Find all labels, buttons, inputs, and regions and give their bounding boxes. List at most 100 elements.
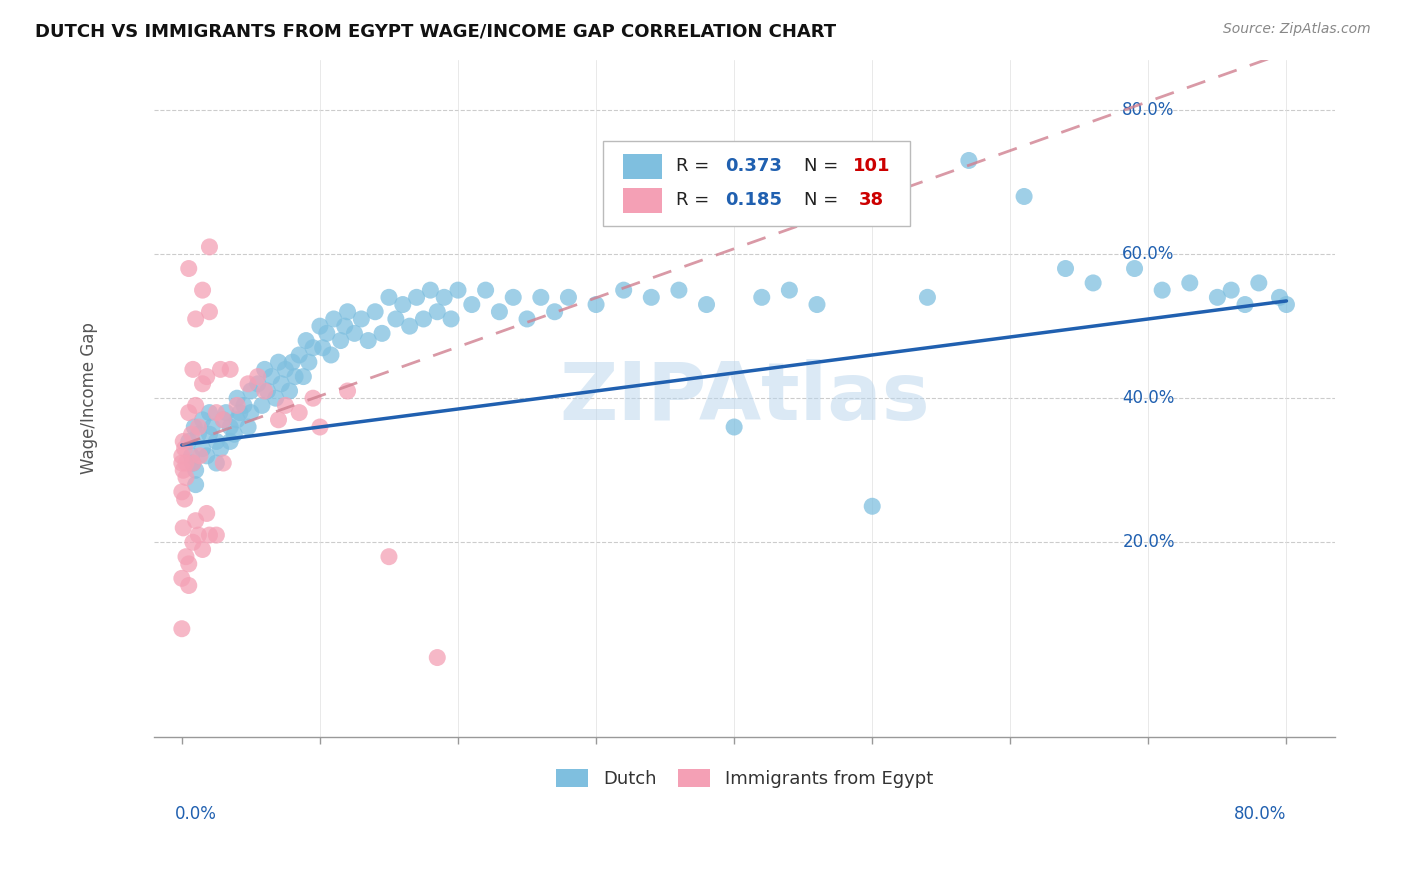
Point <box>212 413 235 427</box>
Point <box>177 261 200 276</box>
Point <box>236 376 259 391</box>
Point <box>530 290 553 304</box>
Point <box>174 549 197 564</box>
Point <box>350 312 373 326</box>
Point <box>371 326 394 341</box>
Bar <box>623 188 662 213</box>
Point <box>177 406 200 420</box>
Point <box>246 376 269 391</box>
Point <box>751 290 773 304</box>
Point <box>209 442 232 456</box>
Point <box>426 304 449 318</box>
Point <box>1081 276 1104 290</box>
Point <box>226 398 249 412</box>
Point <box>302 391 325 405</box>
Point <box>205 406 228 420</box>
Point <box>1220 283 1243 297</box>
Point <box>205 528 228 542</box>
Point <box>295 334 318 348</box>
Point <box>806 297 828 311</box>
Text: 60.0%: 60.0% <box>1122 245 1174 263</box>
Point <box>198 528 221 542</box>
Point <box>336 304 359 318</box>
Point <box>267 355 290 369</box>
Point <box>256 384 278 398</box>
Point <box>236 420 259 434</box>
Point <box>917 290 939 304</box>
Point <box>1054 261 1077 276</box>
Point <box>198 406 221 420</box>
Point <box>284 369 307 384</box>
Point <box>177 557 200 571</box>
Point <box>187 420 209 434</box>
Text: R =: R = <box>676 191 716 210</box>
Point <box>278 384 301 398</box>
Point <box>187 528 209 542</box>
Point <box>184 398 207 412</box>
Point <box>184 463 207 477</box>
Point <box>170 571 193 585</box>
Point <box>173 491 195 506</box>
Text: 20.0%: 20.0% <box>1122 533 1175 551</box>
Point <box>181 535 204 549</box>
Point <box>1152 283 1174 297</box>
Point <box>174 456 197 470</box>
Point <box>226 391 249 405</box>
Point <box>1275 297 1298 311</box>
Point <box>184 477 207 491</box>
Point <box>385 312 408 326</box>
Bar <box>623 153 662 178</box>
Point <box>201 420 224 434</box>
Point <box>1233 297 1256 311</box>
Point <box>170 456 193 470</box>
Point <box>281 355 304 369</box>
Point <box>557 290 579 304</box>
Text: 38: 38 <box>859 191 884 210</box>
Point <box>188 449 211 463</box>
Point <box>198 304 221 318</box>
Point <box>180 449 202 463</box>
Point <box>288 348 311 362</box>
Point <box>309 319 332 334</box>
Text: Wage/Income Gap: Wage/Income Gap <box>80 322 98 475</box>
Point <box>205 456 228 470</box>
Point <box>292 369 315 384</box>
Point <box>198 240 221 254</box>
Point <box>1247 276 1270 290</box>
Point <box>270 376 292 391</box>
Point <box>426 650 449 665</box>
Point <box>419 283 441 297</box>
Point <box>195 507 218 521</box>
Point <box>246 369 269 384</box>
Point <box>461 297 484 311</box>
Point <box>219 420 242 434</box>
Point <box>1206 290 1229 304</box>
Text: ZIPAtlas: ZIPAtlas <box>560 359 929 437</box>
Point <box>322 312 344 326</box>
Point <box>543 304 565 318</box>
Text: Source: ZipAtlas.com: Source: ZipAtlas.com <box>1223 22 1371 37</box>
Point <box>233 398 256 412</box>
Point <box>177 434 200 449</box>
Point <box>336 384 359 398</box>
Point <box>209 362 232 376</box>
Point <box>267 413 290 427</box>
Point <box>198 427 221 442</box>
Point <box>219 434 242 449</box>
Point <box>187 427 209 442</box>
Point <box>212 456 235 470</box>
Text: 40.0%: 40.0% <box>1122 389 1174 408</box>
Point <box>723 420 745 434</box>
Text: N =: N = <box>803 157 844 175</box>
Text: 0.373: 0.373 <box>725 157 783 175</box>
Point <box>274 398 297 412</box>
Point <box>191 376 214 391</box>
Text: DUTCH VS IMMIGRANTS FROM EGYPT WAGE/INCOME GAP CORRELATION CHART: DUTCH VS IMMIGRANTS FROM EGYPT WAGE/INCO… <box>35 22 837 40</box>
Point <box>398 319 420 334</box>
FancyBboxPatch shape <box>603 141 910 226</box>
Point <box>412 312 434 326</box>
Point <box>170 449 193 463</box>
Point <box>640 290 662 304</box>
Point <box>364 304 387 318</box>
Point <box>226 413 249 427</box>
